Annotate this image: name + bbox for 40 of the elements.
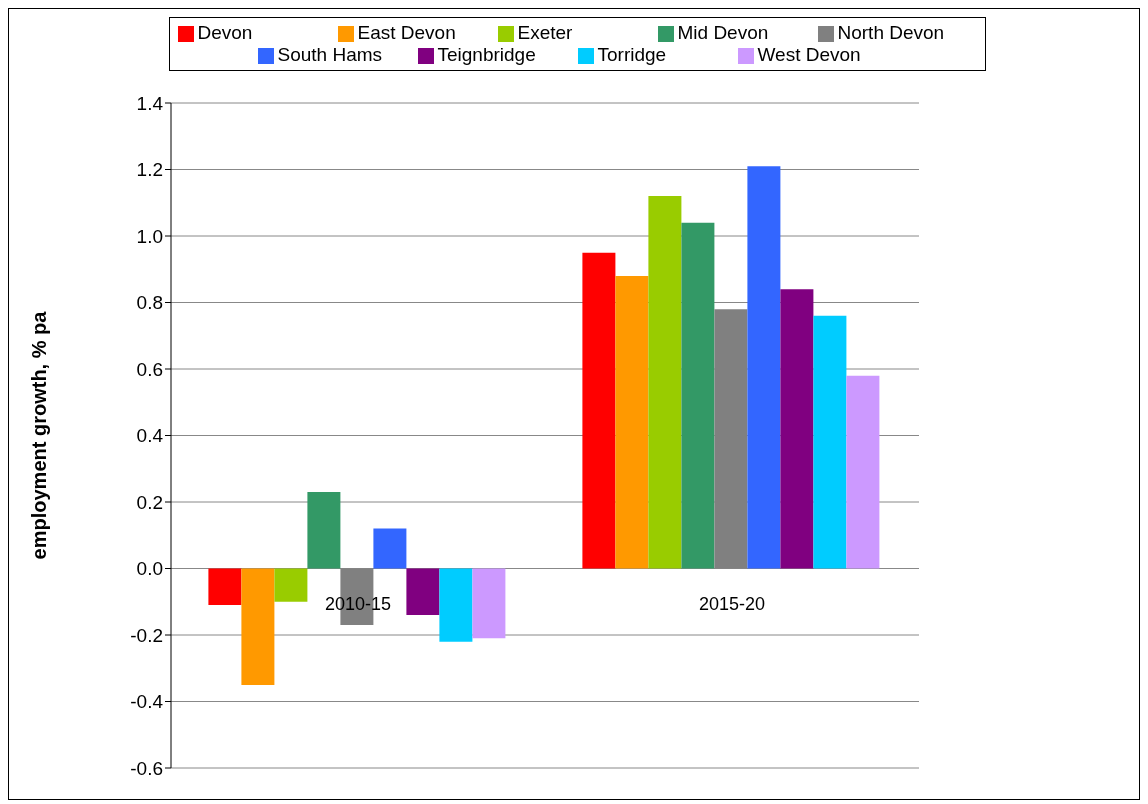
y-tick-label: 1.0 bbox=[136, 225, 163, 247]
legend-label: East Devon bbox=[357, 22, 457, 44]
x-tick-label: 2010-15 bbox=[324, 594, 392, 614]
y-tick-label: 1.4 bbox=[136, 92, 164, 114]
bar bbox=[274, 568, 308, 602]
bar bbox=[846, 375, 880, 569]
y-tick-label: -0.4 bbox=[130, 691, 164, 713]
y-tick-label: 0.0 bbox=[136, 558, 163, 580]
legend-label: North Devon bbox=[837, 22, 946, 44]
bar bbox=[813, 315, 847, 569]
bar bbox=[714, 309, 748, 569]
bar bbox=[472, 568, 506, 639]
y-tick-label: 0.4 bbox=[136, 425, 164, 447]
legend-label: Torridge bbox=[597, 44, 668, 66]
bar bbox=[307, 492, 341, 569]
bar bbox=[780, 289, 814, 569]
legend-label: Exeter bbox=[517, 22, 574, 44]
bar bbox=[241, 568, 275, 685]
y-axis-title: employment growth, % pa bbox=[28, 310, 51, 560]
bar bbox=[648, 196, 682, 569]
legend-label: West Devon bbox=[757, 44, 862, 66]
y-tick-label: 0.8 bbox=[136, 292, 163, 314]
legend-label: Devon bbox=[197, 22, 254, 44]
bar bbox=[747, 166, 781, 569]
legend-label: Teignbridge bbox=[437, 44, 537, 66]
bar bbox=[208, 568, 242, 606]
y-tick-label: 0.2 bbox=[136, 491, 163, 513]
legend-label: South Hams bbox=[277, 44, 384, 66]
bar bbox=[681, 222, 715, 569]
bar bbox=[373, 528, 407, 569]
y-tick-label: 0.6 bbox=[136, 358, 163, 380]
y-tick-label: 1.2 bbox=[136, 159, 163, 181]
y-tick-label: -0.2 bbox=[130, 624, 163, 646]
bar bbox=[406, 568, 440, 616]
x-tick-label: 2015-20 bbox=[698, 594, 766, 614]
bar bbox=[615, 275, 649, 569]
y-tick-label: -0.6 bbox=[130, 757, 163, 779]
bar bbox=[582, 252, 616, 569]
bar bbox=[439, 568, 473, 642]
legend-label: Mid Devon bbox=[677, 22, 770, 44]
